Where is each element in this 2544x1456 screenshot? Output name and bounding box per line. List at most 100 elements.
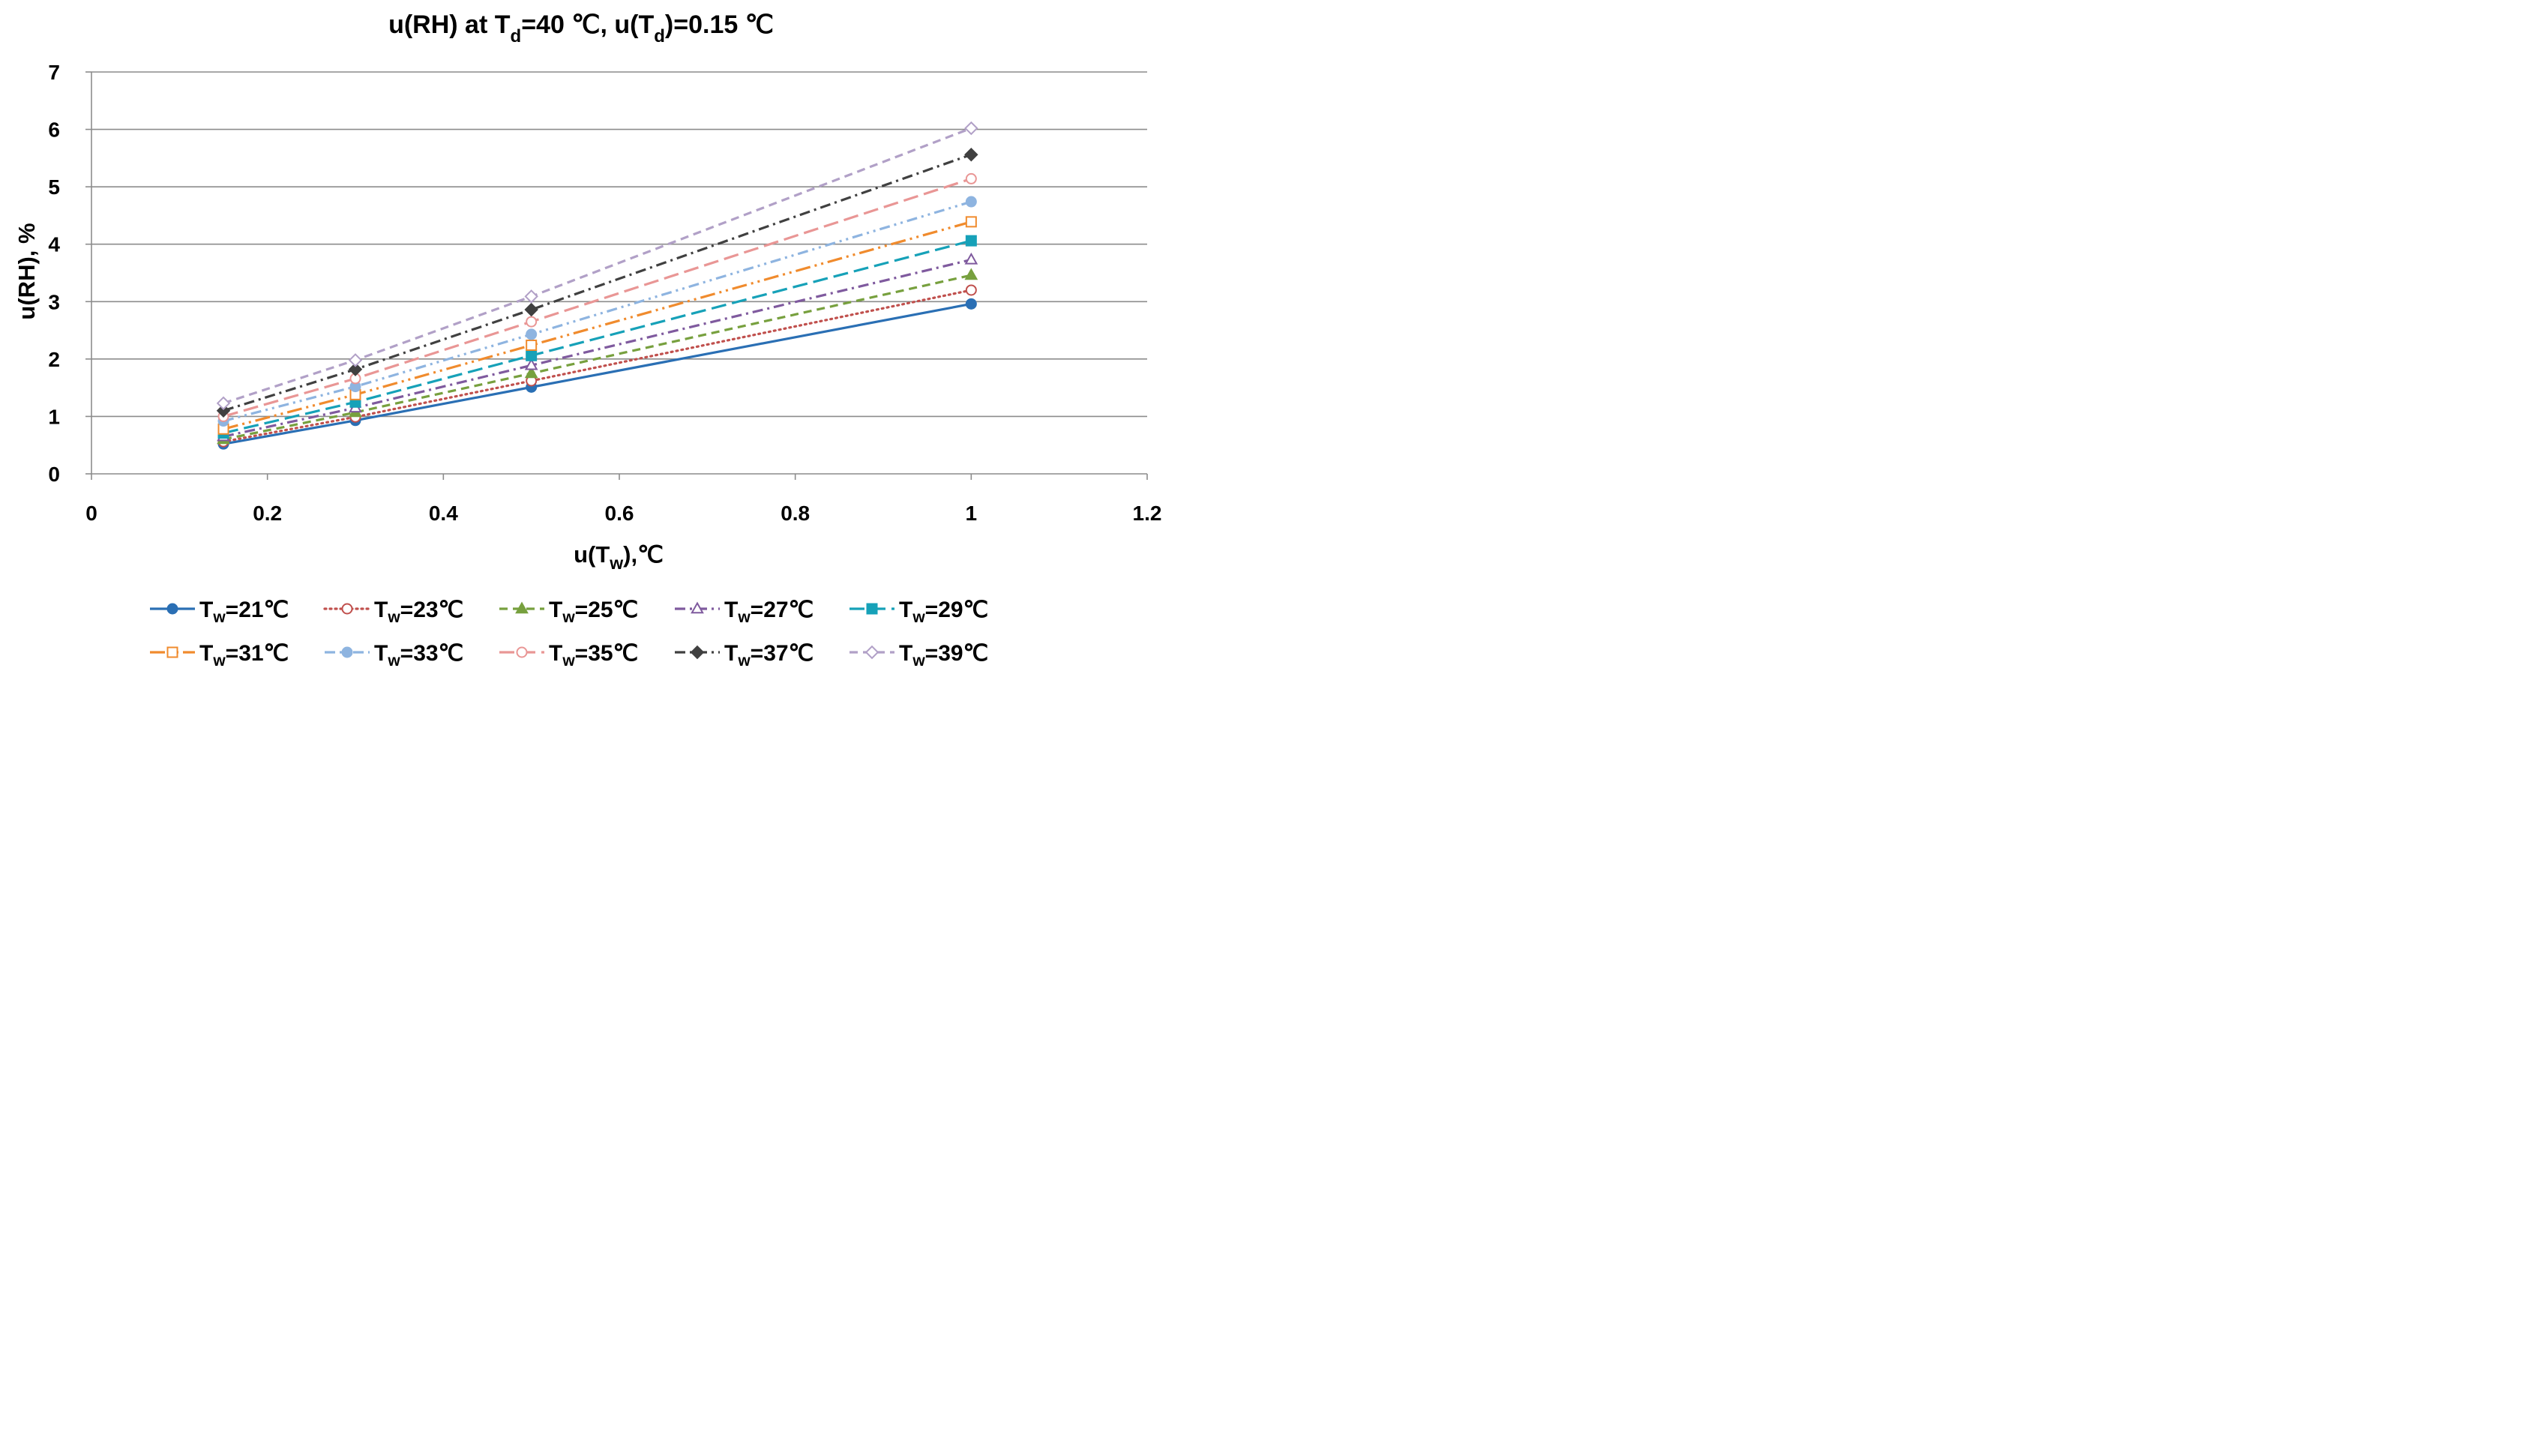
legend-label-sub: w [212,609,226,626]
series-line [223,153,972,412]
series [217,298,977,450]
legend-marker [515,601,529,614]
data-point [964,148,978,162]
legend-label: Tw=25℃ [549,598,638,626]
legend-label: Tw=39℃ [899,641,988,670]
legend-label-end: =29℃ [925,598,989,622]
legend-item: Tw=39℃ [849,641,988,670]
legend-label-main: T [374,598,388,622]
series-line [223,274,972,441]
axes [85,71,1148,480]
chart-title-main: u(RH) at T [388,10,511,39]
data-point [526,349,538,361]
y-tick-label: 1 [48,405,60,428]
data-point [964,121,978,136]
y-tick-label: 5 [48,175,60,199]
data-point [965,196,977,208]
legend-label: Tw=31℃ [199,641,289,670]
series-line [223,220,972,430]
data-point [348,353,363,367]
x-tick-label: 0.2 [253,502,282,525]
legend: Tw=21℃ Tw=23℃ Tw=25℃ Tw=27℃ Tw=29℃Tw=31℃ Tw=3… [150,598,988,670]
legend-item: Tw=33℃ [325,641,463,670]
y-tick-label: 3 [48,290,60,313]
legend-marker [166,603,178,615]
data-point [964,268,978,280]
legend-label-main: T [199,641,213,666]
legend-label-main: T [724,641,738,666]
legend-marker [864,645,879,660]
x-axis-label-main: u(T [574,541,610,568]
y-tick-label: 0 [48,463,60,486]
legend-label-end: =31℃ [226,641,289,666]
data-point [965,284,977,296]
legend-label-main: T [549,598,562,622]
legend-label-sub: w [912,652,925,670]
legend-label-main: T [199,598,213,622]
legend-label-end: =39℃ [925,641,989,666]
data-point [348,362,363,376]
chart-title-mid: =40 ℃, u(T [521,10,654,39]
legend-marker [866,603,878,615]
legend-marker [690,645,705,660]
legend-label-sub: w [387,652,400,670]
legend-label-end: =37℃ [751,641,814,666]
chart-title-sub1: d [511,26,522,46]
x-tick-label: 0 [85,502,97,525]
chart: u(RH) at Td=40 ℃, u(Td)=0.15 ℃ 01234567 … [13,10,1161,670]
x-axis-label-sub: w [609,553,623,573]
series-line [222,289,972,443]
data-point [965,298,977,310]
legend-label-sub: w [212,652,226,670]
legend-label-end: =25℃ [575,598,639,622]
data-point [216,403,231,418]
y-tick-label: 7 [48,61,60,84]
data-point [964,252,978,265]
series [217,172,977,422]
data-point [526,316,538,328]
legend-marker [516,646,528,658]
chart-title-end: )=0.15 ℃ [665,10,774,39]
y-tick-label: 4 [48,233,60,256]
data-point [524,358,538,370]
series [216,121,978,411]
y-axis-label: u(RH), % [13,223,40,319]
legend-label-main: T [724,598,738,622]
legend-label-end: =21℃ [226,598,289,622]
data-point [524,366,538,379]
series-line [223,258,972,438]
chart-title: u(RH) at Td=40 ℃, u(Td)=0.15 ℃ [388,10,774,46]
data-point [216,396,231,411]
legend-marker [166,646,178,658]
legend-item: Tw=23℃ [323,598,463,626]
gridlines [91,71,1147,418]
legend-marker [341,603,353,615]
legend-label-end: =33℃ [400,641,464,666]
series-line [223,177,972,418]
series [216,148,978,418]
legend-label: Tw=33℃ [374,641,463,670]
legend-label: Tw=35℃ [549,641,638,670]
series [217,268,978,445]
legend-item: Tw=29℃ [849,598,988,626]
x-tick-label: 0.4 [429,502,458,525]
y-tick-labels: 0 1 2 3 4 5 6 7 [48,61,60,486]
series [217,216,977,435]
x-tick-label: 0.6 [605,502,634,525]
data-point [524,302,538,317]
data-point [524,289,538,304]
y-tick-label: 2 [48,348,60,371]
series-line [223,200,972,423]
legend-label: Tw=23℃ [374,598,463,626]
svg-text:u(Tw),℃: u(Tw),℃ [574,541,664,573]
svg-text:u(RH) at Td=40 ℃, u(Td)=0.15 ℃: u(RH) at Td=40 ℃, u(Td)=0.15 ℃ [388,10,774,46]
data-point [965,216,977,228]
legend-label: Tw=37℃ [724,641,814,670]
legend-label-end: =27℃ [751,598,814,622]
legend-item: Tw=37℃ [675,641,814,670]
legend-item: Tw=25℃ [499,598,638,626]
legend-label-end: =35℃ [575,641,639,666]
legend-item: Tw=27℃ [675,598,814,626]
legend-item: Tw=35℃ [499,641,638,670]
legend-item: Tw=21℃ [150,598,289,626]
